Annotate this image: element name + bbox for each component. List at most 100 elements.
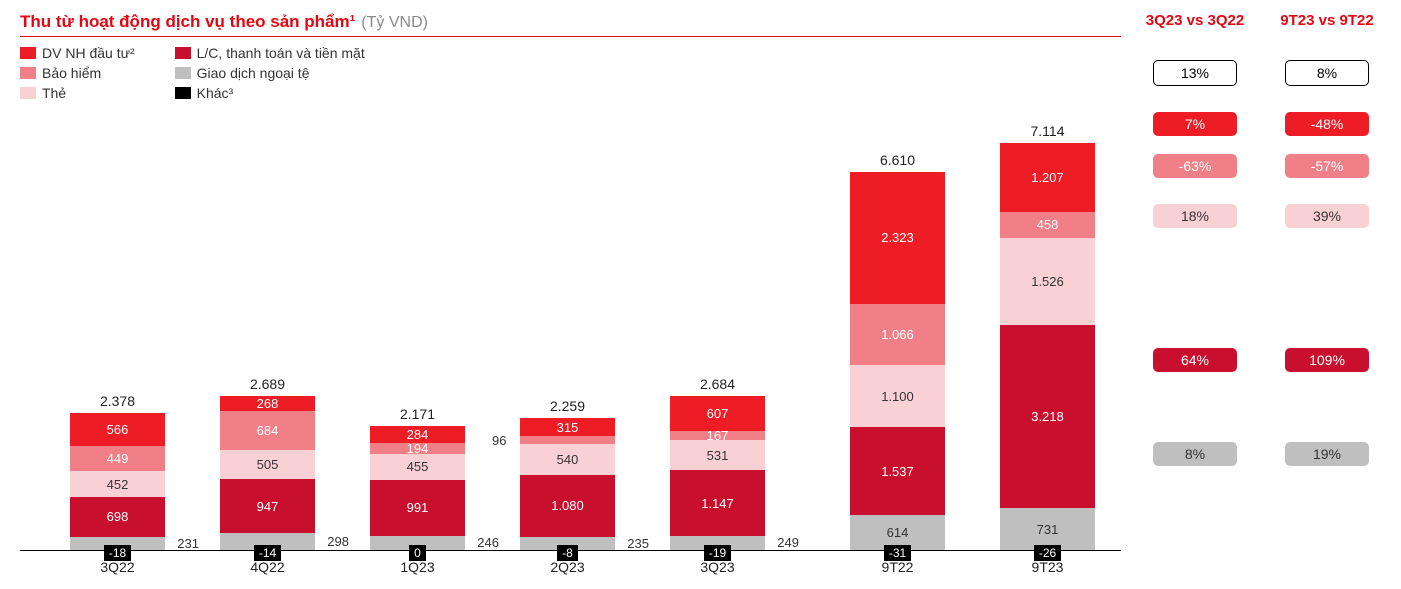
bar-segment: 167	[670, 431, 765, 441]
segment-value: 1.080	[551, 499, 584, 512]
bar-segment: 458	[1000, 212, 1095, 238]
segment-value: 540	[557, 453, 579, 466]
bar-segment: 2.323	[850, 172, 945, 304]
x-axis-label: 1Q23	[400, 559, 434, 575]
bar-segment: 1.100	[850, 365, 945, 428]
segment-value: 235	[627, 537, 649, 550]
negative-label: -14	[254, 545, 281, 561]
chart-title-row: Thu từ hoạt động dịch vụ theo sản phẩm¹ …	[20, 12, 1121, 37]
bar-segment: 531	[670, 440, 765, 470]
compare-badge: 13%	[1153, 60, 1237, 86]
segment-value: 3.218	[1031, 410, 1064, 423]
x-axis-label: 3Q22	[100, 559, 134, 575]
negative-label: -19	[704, 545, 731, 561]
compare-badge: -48%	[1285, 112, 1369, 136]
segment-value: 455	[407, 460, 429, 473]
legend: DV NH đầu tư² Bảo hiểm Thẻ L/C, thanh toán …	[20, 45, 1121, 101]
compare-column: 3Q23 vs 3Q2213%7%-63%18%64%8%	[1141, 12, 1249, 577]
x-axis-label: 2Q23	[550, 559, 584, 575]
compare-header: 3Q23 vs 3Q22	[1146, 12, 1244, 50]
bar-segment: 268	[220, 396, 315, 411]
compare-badge: 8%	[1153, 442, 1237, 466]
segment-value: 614	[887, 526, 909, 539]
legend-swatch	[20, 67, 36, 79]
segment-value: 566	[107, 423, 129, 436]
bar-segment: 449	[70, 446, 165, 472]
bar-segment: 991	[370, 480, 465, 536]
stacked-bar: 6141.5371.1001.0662.3236.610	[850, 172, 945, 550]
segment-value: 298	[327, 535, 349, 548]
bar-segment: 505	[220, 450, 315, 479]
comparison-panel: 3Q23 vs 3Q2213%7%-63%18%64%8%9T23 vs 9T2…	[1121, 12, 1381, 577]
bar-segment: 698	[70, 497, 165, 537]
stacked-bar: 2351.080540963152.259	[520, 418, 615, 550]
legend-label: L/C, thanh toán và tiền mặt	[197, 45, 365, 61]
compare-header: 9T23 vs 9T22	[1280, 12, 1373, 50]
legend-label: Giao dịch ngoại tệ	[197, 65, 310, 81]
legend-swatch	[175, 87, 191, 99]
segment-value: 698	[107, 510, 129, 523]
x-axis-label: 3Q23	[700, 559, 734, 575]
stacked-bar: 2316984524495662.378	[70, 413, 165, 550]
bar-total: 2.378	[70, 393, 165, 409]
segment-value: 1.537	[881, 465, 914, 478]
bar-group: 2351.080540963152.259-8	[520, 418, 615, 550]
bar-group: 2469914551942842.1710	[370, 426, 465, 550]
bar-total: 2.689	[220, 376, 315, 392]
bar-segment: 3.218	[1000, 325, 1095, 508]
compare-badge: 19%	[1285, 442, 1369, 466]
bar-total: 6.610	[850, 152, 945, 168]
bar-segment: 1.537	[850, 427, 945, 515]
bar-segment: 1.526	[1000, 238, 1095, 325]
legend-label: Khác³	[197, 85, 234, 101]
segment-value: 731	[1037, 523, 1059, 536]
compare-badge: 7%	[1153, 112, 1237, 136]
legend-item: DV NH đầu tư²	[20, 45, 135, 61]
bar-total: 2.171	[370, 406, 465, 422]
segment-value: 1.207	[1031, 171, 1064, 184]
segment-value: 249	[777, 536, 799, 549]
bar-group: 6141.5371.1001.0662.3236.610-31	[850, 172, 945, 550]
legend-label: Thẻ	[42, 85, 66, 101]
segment-value: 246	[477, 536, 499, 549]
legend-swatch	[175, 47, 191, 59]
segment-value: 1.526	[1031, 275, 1064, 288]
negative-label: -31	[884, 545, 911, 561]
x-axis-label: 9T23	[1032, 559, 1064, 575]
segment-value: 452	[107, 478, 129, 491]
bar-group: 2491.1475311676072.684-19	[670, 396, 765, 550]
bar-segment: 455	[370, 454, 465, 480]
chart-unit: (Tỷ VND)	[361, 14, 428, 32]
bar-segment: 194	[370, 443, 465, 454]
compare-badge: 8%	[1285, 60, 1369, 86]
bar-segment: 1.207	[1000, 143, 1095, 212]
compare-badge: 64%	[1153, 348, 1237, 372]
segment-value: 268	[257, 397, 279, 410]
segment-value: 449	[107, 452, 129, 465]
negative-label: -18	[104, 545, 131, 561]
legend-item: Giao dịch ngoại tệ	[175, 65, 365, 81]
stacked-bar: 7313.2181.5264581.2077.114	[1000, 143, 1095, 550]
legend-swatch	[20, 87, 36, 99]
compare-badge: 109%	[1285, 348, 1369, 372]
bar-total: 2.259	[520, 398, 615, 414]
segment-value: 458	[1037, 218, 1059, 231]
bar-group: 2316984524495662.378-18	[70, 413, 165, 550]
legend-label: DV NH đầu tư²	[42, 45, 135, 61]
legend-item: L/C, thanh toán và tiền mặt	[175, 45, 365, 61]
segment-value: 1.100	[881, 390, 914, 403]
segment-value: 96	[492, 434, 506, 447]
legend-label: Bảo hiểm	[42, 65, 101, 81]
compare-column: 9T23 vs 9T228%-48%-57%39%109%19%	[1273, 12, 1381, 577]
segment-value: 194	[407, 442, 429, 455]
segment-value: 2.323	[881, 231, 914, 244]
bar-segment: 566	[70, 413, 165, 445]
bar-segment: 315	[520, 418, 615, 436]
bar-segment: 284	[370, 426, 465, 442]
legend-item: Khác³	[175, 85, 365, 101]
segment-value: 1.066	[881, 328, 914, 341]
segment-value: 1.147	[701, 497, 734, 510]
bar-segment: 684	[220, 411, 315, 450]
bar-segment: 452	[70, 471, 165, 497]
bar-segment: 1.066	[850, 304, 945, 365]
